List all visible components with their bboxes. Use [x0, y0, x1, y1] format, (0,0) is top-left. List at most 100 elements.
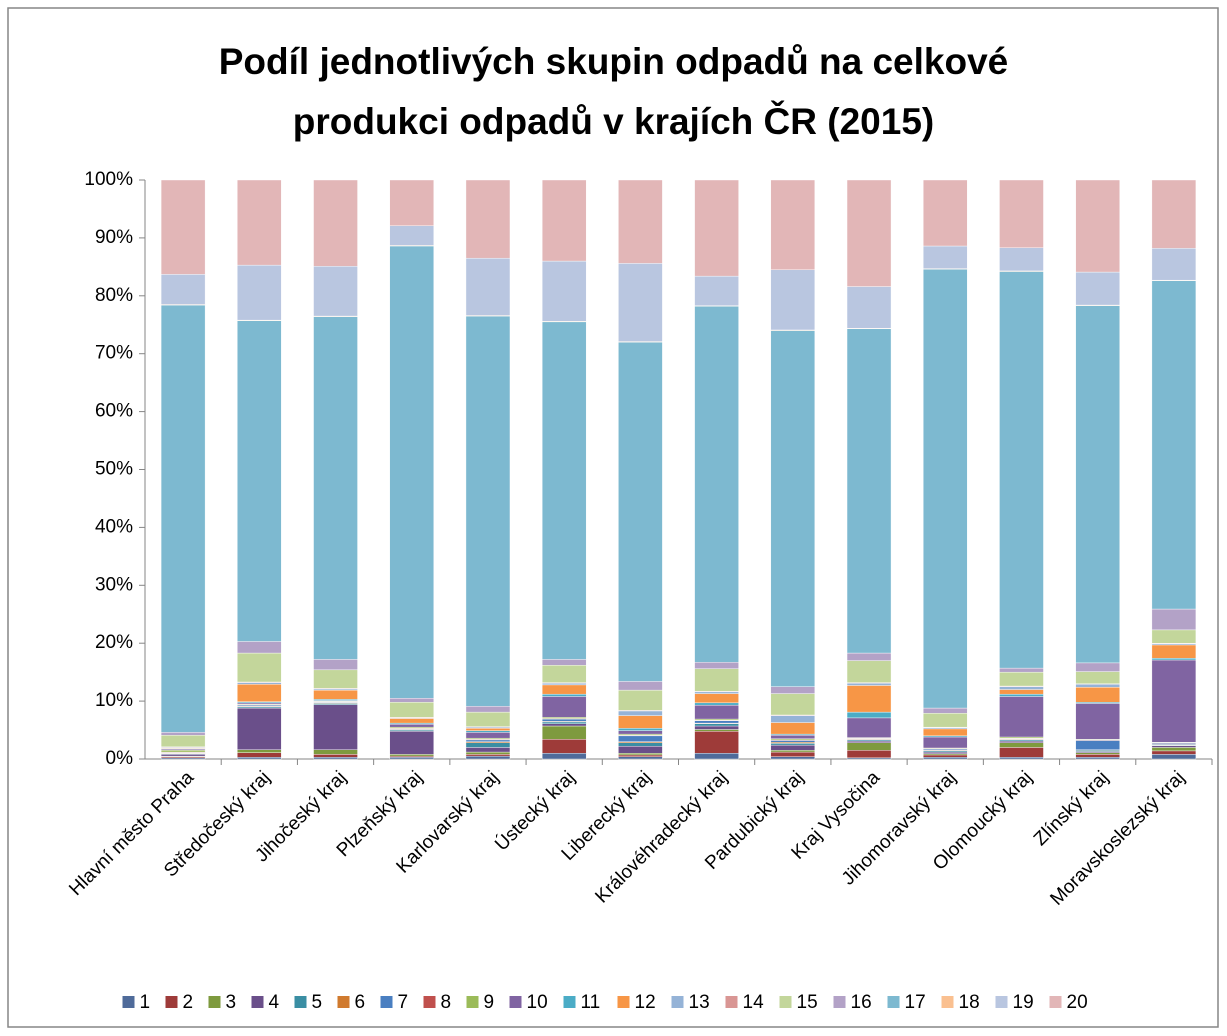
bar-segment [237, 264, 282, 321]
legend-swatch [251, 996, 264, 1008]
bar-segment [846, 717, 892, 738]
bar-segment [618, 179, 663, 264]
bar-segment [160, 754, 206, 757]
bar-segment [923, 268, 968, 709]
y-tick-label: 90% [95, 227, 133, 248]
legend-label: 19 [1013, 992, 1034, 1013]
bar-segment [1151, 608, 1197, 631]
bar-segment [999, 696, 1044, 738]
legend-label: 8 [441, 992, 452, 1013]
bar-segment [923, 707, 968, 714]
legend-swatch [208, 996, 221, 1008]
bar-segment [999, 686, 1044, 690]
legend-label: 9 [484, 992, 495, 1013]
bar-segment [465, 739, 511, 742]
legend-swatch [165, 996, 178, 1008]
bar-segment [313, 754, 358, 758]
bar-segment [1151, 754, 1197, 760]
bar-segment [465, 315, 511, 707]
legend-label: 13 [689, 992, 710, 1013]
bar-segment [1151, 659, 1197, 743]
bar-segment [1075, 671, 1120, 684]
legend-swatch [671, 996, 684, 1008]
bar-segment [618, 710, 663, 716]
bar-segment [770, 715, 816, 723]
bar-segment [389, 718, 434, 724]
bar-segment [541, 739, 587, 754]
legend-label: 7 [398, 992, 409, 1013]
bar-segment [999, 693, 1044, 697]
bar-segment [923, 754, 968, 758]
legend-label: 3 [226, 992, 237, 1013]
legend-swatch [466, 996, 479, 1008]
bar-segment [846, 660, 892, 683]
bar-segment [694, 306, 739, 663]
bar-segment [618, 341, 663, 682]
bar-segment [846, 685, 892, 713]
bar-segment [618, 715, 663, 729]
legend-label: 16 [851, 992, 872, 1013]
bar-segment [160, 304, 206, 733]
bar-segment [237, 652, 282, 683]
y-tick-label: 0% [106, 748, 134, 769]
bar-segment [389, 757, 434, 760]
bar-segment [846, 682, 892, 686]
bar-segment [541, 721, 587, 724]
bar-segment [694, 729, 739, 732]
bar-segment [541, 696, 587, 718]
bar-segment [694, 179, 739, 277]
bar-segment [465, 179, 511, 259]
bar-segment [618, 728, 663, 731]
bar-segment [465, 732, 511, 739]
bar-segment [465, 754, 511, 757]
bar-segment [541, 321, 587, 660]
bar-segment [770, 686, 816, 694]
bar-segment [389, 754, 434, 757]
bar-segment [694, 723, 739, 727]
legend-label: 17 [905, 992, 926, 1013]
bar-segment [694, 702, 739, 706]
bar-segment [160, 750, 206, 753]
bar-segment [313, 689, 358, 700]
bar-segment [999, 757, 1044, 760]
bar-segment [1151, 745, 1197, 748]
bar-segment [313, 316, 358, 660]
bar-segment [923, 245, 968, 269]
legend-label: 18 [959, 992, 980, 1013]
bar-segment [770, 756, 816, 760]
bar-segment [999, 671, 1044, 687]
bar-segment [770, 740, 816, 743]
bar-segment [465, 747, 511, 753]
bar-segment [237, 752, 282, 758]
bar-segment [313, 179, 358, 267]
bar-segment [923, 736, 968, 749]
legend-swatch [423, 996, 436, 1008]
bar-segment [770, 744, 816, 751]
bar-segment [160, 732, 206, 736]
bar-segment [1075, 684, 1120, 688]
legend-swatch [995, 996, 1008, 1008]
bar-segment [237, 757, 282, 760]
bar-segment [541, 684, 587, 695]
bar-segment [770, 330, 816, 687]
bar-segment [770, 743, 816, 746]
bar-segment [618, 263, 663, 342]
bar-segment [846, 740, 892, 743]
bar-segment [1151, 644, 1197, 659]
bar-segment [541, 682, 587, 686]
bar-segment [999, 667, 1044, 673]
bar-segment [770, 693, 816, 716]
bar-segment [541, 725, 587, 740]
bar-segment [694, 662, 739, 669]
bar-segment [770, 750, 816, 753]
bar-segment [160, 274, 206, 305]
bar-segment [846, 711, 892, 719]
bar-segment [1075, 271, 1120, 306]
bar-segment [618, 735, 663, 742]
legend-label: 15 [797, 992, 818, 1013]
bar-segment [923, 728, 968, 737]
y-tick-label: 80% [95, 285, 133, 306]
bar-segment [541, 260, 587, 322]
bar-segment [846, 652, 892, 661]
